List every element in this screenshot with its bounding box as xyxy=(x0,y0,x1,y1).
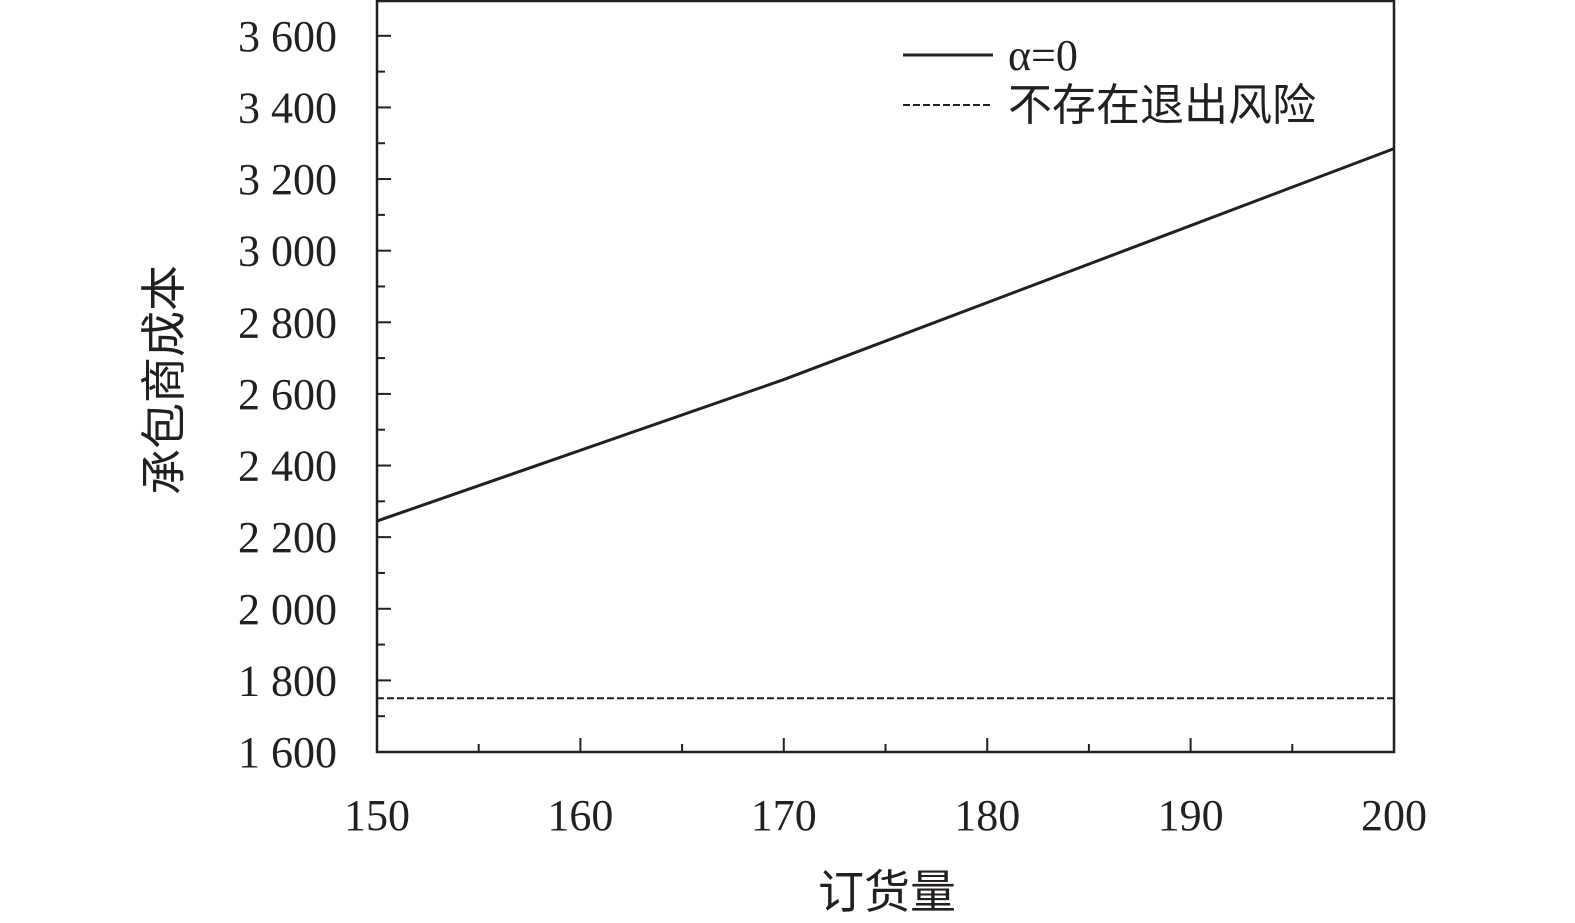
y-tick-label: 2 600 xyxy=(238,370,337,419)
y-tick-label: 3 600 xyxy=(238,12,337,61)
x-tick-label: 150 xyxy=(344,791,410,840)
legend-label: α=0 xyxy=(1008,31,1078,80)
y-tick-label: 1 800 xyxy=(238,656,337,705)
y-axis-title: 承包商成本 xyxy=(139,265,190,495)
legend-label: 不存在退出风险 xyxy=(1008,81,1316,130)
y-tick-label: 2 000 xyxy=(238,585,337,634)
x-tick-label: 200 xyxy=(1361,791,1427,840)
x-axis-title: 订货量 xyxy=(818,867,956,918)
y-tick-label: 3 200 xyxy=(238,155,337,204)
x-tick-label: 190 xyxy=(1158,791,1224,840)
x-tick-label: 170 xyxy=(751,791,817,840)
x-tick-label: 160 xyxy=(547,791,613,840)
y-tick-label: 2 200 xyxy=(238,513,337,562)
x-axis: 150 160 170 180 190 200 xyxy=(344,738,1427,840)
y-tick-label: 3 400 xyxy=(238,83,337,132)
y-tick-label: 1 600 xyxy=(238,728,337,777)
y-tick-label: 3 000 xyxy=(238,227,337,276)
y-axis: 1 600 1 800 2 000 2 200 2 400 2 600 2 800 3 000… xyxy=(238,12,391,777)
y-tick-label: 2 800 xyxy=(238,298,337,347)
series-layer xyxy=(376,147,1395,700)
x-tick-label: 180 xyxy=(954,791,1020,840)
y-tick-label: 2 400 xyxy=(238,442,337,491)
series-line-1 xyxy=(376,147,1395,523)
